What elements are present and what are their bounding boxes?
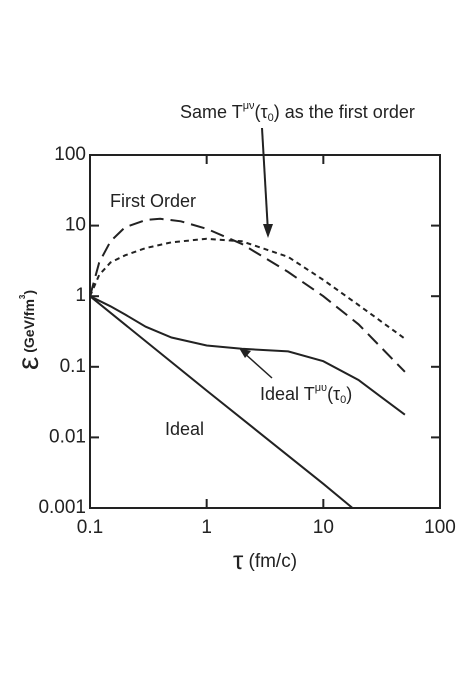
x-tick-label: 0.1 bbox=[77, 517, 103, 538]
plot-frame bbox=[89, 154, 441, 509]
label-part: 3 bbox=[18, 294, 27, 299]
label-part: First Order bbox=[110, 191, 196, 211]
y-tick-label: 1 bbox=[75, 285, 86, 306]
label-part: τ bbox=[233, 545, 244, 575]
label-part: (τ bbox=[327, 384, 340, 404]
y-tick-label: 0.01 bbox=[49, 426, 86, 447]
label: Same Tμν(τ0) as the first order bbox=[180, 100, 415, 124]
series-line bbox=[89, 237, 406, 340]
label: Ideal bbox=[165, 419, 204, 439]
label-part: (fm/c) bbox=[243, 551, 297, 572]
label-part: ε bbox=[12, 357, 45, 370]
label: ε (GeV/fm3) bbox=[12, 290, 45, 370]
label-part: μυ bbox=[315, 382, 327, 394]
label-part: (τ bbox=[255, 102, 268, 122]
label-part: ) bbox=[346, 384, 352, 404]
label: τ (fm/c) bbox=[233, 545, 297, 575]
label-part: 0 bbox=[268, 112, 274, 124]
label: Ideal Tμυ(τ0) bbox=[260, 382, 352, 406]
series-line bbox=[89, 295, 406, 416]
label-part: ) as the first order bbox=[274, 102, 415, 122]
y-tick-label: 100 bbox=[54, 144, 86, 165]
label-part: Ideal bbox=[165, 419, 204, 439]
label-part: 0 bbox=[340, 394, 346, 406]
x-tick-label: 100 bbox=[424, 517, 456, 538]
x-tick-label: 1 bbox=[201, 517, 212, 538]
label: First Order bbox=[110, 191, 196, 211]
y-tick-label: 10 bbox=[65, 215, 86, 236]
x-tick-label: 10 bbox=[313, 517, 334, 538]
label-part: ) bbox=[21, 290, 37, 295]
y-tick-label: 0.001 bbox=[38, 497, 86, 518]
annotation-arrow bbox=[242, 351, 273, 379]
label-part: Same T bbox=[180, 102, 243, 122]
series-line bbox=[89, 217, 406, 373]
label-part: Ideal T bbox=[260, 384, 315, 404]
series-line bbox=[89, 295, 354, 509]
y-tick-label: 0.1 bbox=[60, 356, 86, 377]
annotation-arrow bbox=[261, 127, 269, 233]
arrow-head bbox=[263, 224, 273, 238]
label-part: (GeV/fm bbox=[21, 299, 37, 357]
arrow-head bbox=[239, 348, 251, 358]
label-part: μν bbox=[243, 100, 255, 112]
